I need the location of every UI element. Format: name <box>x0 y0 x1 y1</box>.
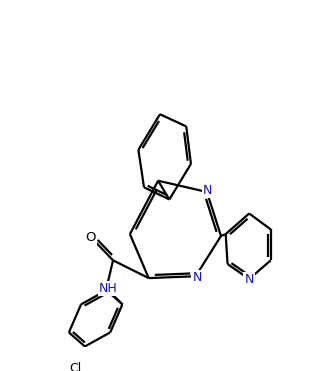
Text: Cl: Cl <box>69 362 82 371</box>
Text: N: N <box>244 273 254 286</box>
Text: N: N <box>203 184 212 197</box>
Text: N: N <box>192 271 202 284</box>
Text: NH: NH <box>99 282 117 295</box>
Text: O: O <box>85 231 96 244</box>
